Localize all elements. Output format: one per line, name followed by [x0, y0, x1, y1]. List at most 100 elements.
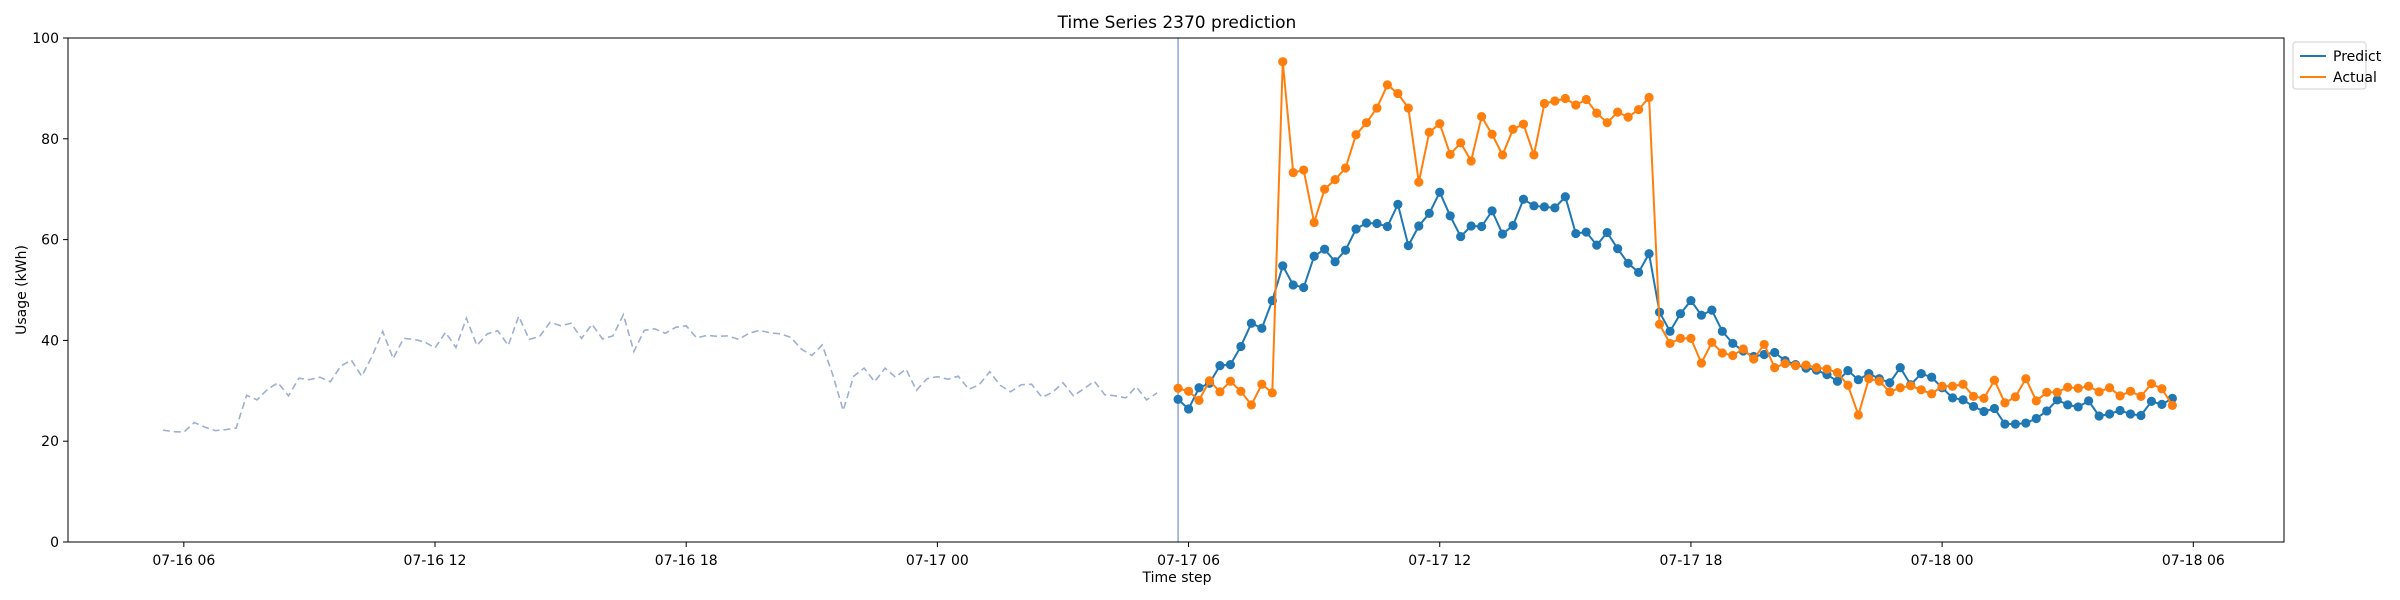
data-point-predict	[1445, 211, 1455, 221]
x-tick-label: 07-18 06	[2162, 553, 2225, 569]
data-point-actual	[1550, 96, 1560, 106]
data-point-predict	[1644, 249, 1654, 259]
data-point-predict	[1183, 404, 1194, 414]
history-line	[162, 312, 1158, 433]
data-point-actual	[1497, 150, 1508, 160]
legend-label-actual: Actual	[2333, 70, 2377, 86]
data-point-predict	[1707, 305, 1717, 315]
data-point-actual	[1414, 177, 1424, 187]
y-tick-label: 60	[41, 233, 59, 249]
data-point-actual	[1790, 361, 1801, 371]
data-point-actual	[1602, 118, 1612, 128]
data-point-actual	[1299, 165, 1309, 175]
data-point-actual	[1989, 375, 2000, 385]
data-point-actual	[1581, 94, 1591, 105]
data-point-predict	[1728, 338, 1738, 349]
data-point-actual	[2021, 374, 2031, 384]
data-point-actual	[1278, 57, 1288, 67]
data-point-predict	[1843, 366, 1853, 376]
data-point-predict	[1550, 203, 1560, 213]
data-point-actual	[1320, 184, 1330, 194]
data-point-predict	[1194, 383, 1204, 393]
data-point-actual	[1906, 381, 1916, 391]
data-point-actual	[1749, 354, 1759, 364]
data-point-predict	[1320, 244, 1330, 254]
plot-area	[162, 38, 2177, 542]
data-point-actual	[2136, 391, 2146, 401]
data-point-actual	[1927, 389, 1937, 399]
series-predict	[1173, 187, 2177, 429]
data-point-predict	[1916, 369, 1926, 379]
data-point-predict	[1927, 372, 1937, 382]
data-point-predict	[1675, 309, 1686, 319]
data-point-predict	[1560, 192, 1570, 202]
data-point-predict	[1456, 231, 1466, 242]
x-axis-title: Time step	[1142, 570, 1212, 586]
data-point-actual	[1780, 358, 1790, 369]
data-point-actual	[2157, 384, 2167, 394]
x-tick-label: 07-18 00	[1911, 553, 1974, 569]
data-point-predict	[2084, 396, 2094, 406]
data-point-predict	[2042, 406, 2052, 416]
data-point-predict	[1770, 347, 1780, 358]
data-point-actual	[1759, 339, 1769, 350]
data-point-predict	[1696, 310, 1706, 320]
data-point-actual	[1445, 149, 1455, 160]
data-point-predict	[2104, 409, 2115, 419]
data-point-actual	[1571, 100, 1581, 110]
data-point-actual	[1518, 119, 1529, 129]
data-point-actual	[1340, 163, 1351, 173]
data-point-actual	[1466, 156, 1476, 166]
data-point-actual	[1675, 333, 1686, 343]
data-point-predict	[1958, 395, 1968, 405]
data-point-actual	[1770, 363, 1780, 373]
data-point-actual	[2010, 392, 2020, 402]
data-point-predict	[1634, 267, 1644, 277]
data-point-predict	[2125, 409, 2136, 419]
data-point-actual	[1686, 333, 1696, 343]
data-point-predict	[1330, 257, 1340, 267]
data-point-predict	[2000, 419, 2010, 429]
x-tick-label: 07-17 00	[906, 553, 969, 569]
data-point-predict	[1299, 282, 1309, 293]
data-point-actual	[1539, 98, 1549, 109]
data-point-actual	[2104, 383, 2115, 393]
data-point-predict	[1686, 295, 1696, 306]
data-point-actual	[2073, 383, 2083, 393]
data-point-predict	[2157, 399, 2167, 410]
data-point-actual	[1424, 127, 1434, 137]
x-tick-label: 07-17 06	[1157, 553, 1220, 569]
data-point-actual	[1895, 383, 1905, 393]
data-point-predict	[2115, 405, 2125, 416]
data-point-actual	[1979, 393, 1989, 403]
data-point-predict	[1246, 318, 1256, 328]
x-tick-label: 07-16 06	[152, 553, 215, 569]
data-point-predict	[2052, 395, 2062, 405]
data-point-actual	[1529, 150, 1539, 160]
data-point-actual	[1560, 93, 1570, 104]
data-point-actual	[2084, 381, 2094, 391]
data-point-predict	[1613, 244, 1623, 254]
data-point-predict	[2146, 396, 2157, 406]
chart-title: Time Series 2370 prediction	[1057, 13, 1297, 33]
data-point-actual	[1236, 386, 1246, 396]
x-tick-label: 07-16 12	[404, 553, 467, 569]
data-point-actual	[2094, 387, 2104, 397]
x-tick-label: 07-17 18	[1659, 553, 1722, 569]
y-tick-label: 80	[41, 132, 59, 148]
data-point-actual	[1634, 104, 1644, 115]
data-point-actual	[1267, 388, 1277, 398]
data-point-predict	[1968, 401, 1979, 412]
data-point-predict	[1947, 393, 1958, 403]
data-point-predict	[2063, 400, 2073, 410]
x-tick-label: 07-16 18	[655, 553, 718, 569]
data-point-actual	[2167, 400, 2177, 411]
data-point-actual	[1937, 381, 1947, 391]
data-point-predict	[2094, 411, 2104, 421]
data-point-predict	[1497, 229, 1508, 239]
data-point-predict	[1487, 206, 1497, 216]
legend-label-predict: Predict	[2333, 49, 2382, 65]
data-point-predict	[1382, 221, 1393, 232]
data-point-predict	[1592, 240, 1602, 250]
